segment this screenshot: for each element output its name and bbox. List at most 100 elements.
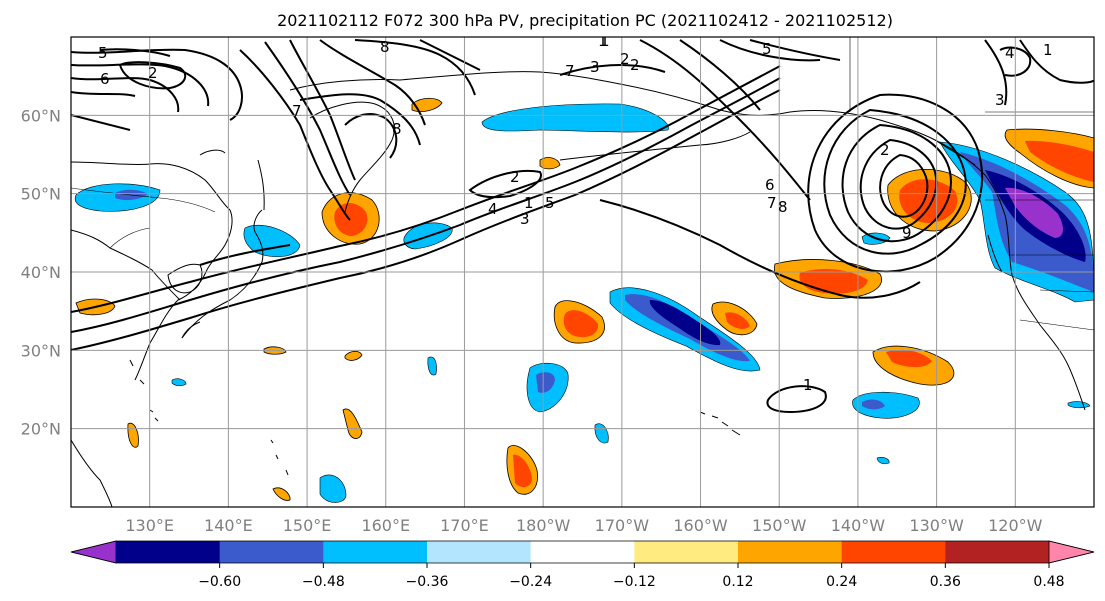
contour-label: 1 bbox=[803, 376, 813, 394]
lon-label: 130°E bbox=[125, 516, 174, 535]
pv-contour bbox=[766, 385, 827, 414]
colorbar-segment bbox=[427, 541, 532, 563]
border bbox=[1019, 319, 1094, 331]
contour-label: 5 bbox=[762, 40, 772, 58]
pv-contour bbox=[999, 46, 1032, 77]
lon-label: 160°W bbox=[673, 516, 728, 535]
contour-label: 4 bbox=[1005, 44, 1015, 62]
pv-contour bbox=[559, 64, 666, 76]
colorbar-segment bbox=[738, 541, 843, 563]
shade-positive-area bbox=[127, 422, 139, 448]
colorbar-tick-label: −0.36 bbox=[406, 574, 449, 590]
shade-negative-core bbox=[536, 372, 555, 393]
contour-label: 7 bbox=[565, 62, 575, 80]
pv-contours bbox=[71, 39, 1094, 414]
contour-label: 2 bbox=[510, 168, 520, 186]
colorbar-segment bbox=[530, 541, 635, 563]
shade-positive-core bbox=[725, 312, 750, 329]
contour-label: 8 bbox=[392, 120, 402, 138]
coastline-japan bbox=[181, 321, 201, 339]
pv-contour bbox=[71, 77, 781, 333]
coastline-kamchatka bbox=[309, 101, 395, 213]
contour-label: 7 bbox=[292, 102, 302, 120]
shade-negative-core bbox=[862, 399, 885, 410]
contour-label: 2 bbox=[630, 56, 640, 74]
pv-contour bbox=[199, 244, 291, 266]
coastline-bc bbox=[934, 139, 1006, 216]
pv-contour bbox=[468, 169, 542, 199]
lat-label: 40°N bbox=[21, 263, 61, 282]
coastline-us-inner bbox=[987, 234, 1003, 273]
lon-label: 150°E bbox=[283, 516, 332, 535]
coastline-us bbox=[1004, 214, 1086, 411]
pv-contour bbox=[599, 199, 921, 299]
contour-label: 8 bbox=[380, 38, 390, 56]
pv-contour bbox=[264, 41, 351, 196]
colorbar-segment bbox=[323, 541, 428, 563]
contour-label: 5 bbox=[98, 44, 108, 62]
contour-label: 2 bbox=[620, 50, 630, 68]
lon-label: 150°W bbox=[752, 516, 807, 535]
contour-label: 3 bbox=[995, 91, 1005, 109]
pv-contour bbox=[1019, 39, 1094, 84]
pv-contour bbox=[984, 39, 1008, 106]
pv-contour bbox=[99, 48, 171, 57]
pv-contour bbox=[71, 48, 243, 121]
border bbox=[109, 227, 151, 249]
pv-contour bbox=[639, 39, 811, 201]
lon-label: 130°W bbox=[909, 516, 964, 535]
contour-label: 8 bbox=[778, 198, 788, 216]
contour-label: 1 bbox=[524, 194, 534, 212]
shade-negative-area bbox=[852, 391, 920, 419]
coastline-aleutians bbox=[559, 131, 751, 161]
latitude-labels: 60°N 50°N 40°N 30°N 20°N bbox=[21, 106, 61, 438]
shade-positive-core bbox=[563, 310, 599, 338]
pv-contour bbox=[859, 138, 938, 230]
pv-contour bbox=[344, 113, 398, 159]
lat-label: 50°N bbox=[21, 185, 61, 204]
lat-label: 30°N bbox=[21, 341, 61, 360]
coastline-sakhalin bbox=[257, 159, 265, 211]
contour-label: 3 bbox=[590, 58, 600, 76]
shade-positive-core bbox=[886, 349, 932, 368]
lon-label: 170°W bbox=[595, 516, 650, 535]
colorbar-extend-high bbox=[1048, 540, 1095, 564]
colorbar-tick-label: −0.24 bbox=[509, 574, 552, 590]
shade-positive-area bbox=[344, 350, 363, 361]
pv-contour bbox=[71, 65, 781, 313]
coastline-siberia bbox=[289, 71, 721, 111]
coastline-hawaii bbox=[699, 411, 741, 436]
pv-contour bbox=[71, 91, 136, 97]
lat-label: 60°N bbox=[21, 106, 61, 125]
contour-label: 5 bbox=[545, 194, 555, 212]
lon-label: 160°E bbox=[361, 516, 410, 535]
shade-positive-core bbox=[1025, 140, 1094, 182]
coastline bbox=[199, 149, 226, 156]
pv-contour bbox=[679, 39, 761, 111]
contour-label: 4 bbox=[488, 200, 498, 218]
pv-contour bbox=[749, 39, 841, 61]
shade-negative-area bbox=[319, 474, 347, 503]
pv-contour bbox=[71, 114, 131, 131]
coastline-islands bbox=[129, 359, 289, 476]
pv-contour bbox=[71, 89, 781, 351]
pv-contour bbox=[807, 93, 983, 273]
pv-contour bbox=[118, 61, 187, 90]
coastline bbox=[134, 342, 151, 381]
shade-negative-area bbox=[243, 224, 301, 258]
shade-negative-area bbox=[427, 356, 437, 376]
contour-label: 7 bbox=[767, 194, 777, 212]
pv-contour bbox=[841, 123, 952, 243]
border bbox=[71, 187, 216, 213]
colorbar-outline bbox=[70, 540, 1095, 564]
contour-label: 2 bbox=[148, 64, 158, 82]
pv-contour bbox=[823, 108, 967, 255]
colorbar-segment bbox=[945, 541, 1050, 563]
colorbar-tick-label: 0.48 bbox=[1033, 574, 1064, 590]
pv-contour bbox=[319, 39, 426, 126]
colorbar-segment bbox=[219, 541, 324, 563]
pv-contour bbox=[299, 93, 421, 146]
pv-contour bbox=[354, 39, 476, 96]
